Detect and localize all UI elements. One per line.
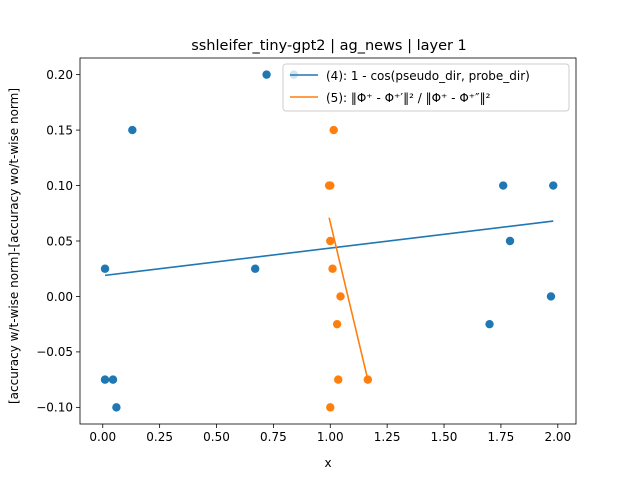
series-4-fit-line [104,220,554,277]
x-axis: 0.00 0.25 0.50 0.75 1.00 1.25 1.50 1.75 2.00 [89,424,571,444]
series-5-point [326,403,335,412]
series-4-point [505,236,515,246]
series-5-point [326,181,335,190]
x-tick-label: 0.50 [203,430,230,444]
series-5-point [328,264,337,273]
x-axis-label: x [324,456,331,470]
y-tick-label: 0.00 [46,290,73,304]
series-4-point [250,264,260,273]
series-4-point [549,181,558,190]
series-4-point [546,292,556,301]
series-5-fit-line [328,217,369,380]
series-4-point [485,319,494,329]
series-4-point [498,181,508,190]
x-tick-label: 1.50 [431,430,458,444]
x-tick-label: 0.00 [89,430,116,444]
y-axis-label: [accuracy w/t-wise norm]-[accuracy wo/t-… [7,88,21,404]
x-tick-label: 1.00 [317,430,344,444]
x-tick-label: 1.75 [488,430,515,444]
y-tick-label: −0.10 [36,401,73,415]
x-tick-label: 1.25 [374,430,401,444]
series-5-point [329,125,338,135]
series-4-point [108,375,118,384]
series-4-point [100,264,110,273]
series-4-point [262,70,271,79]
series-4-point [112,403,121,412]
plot-area [79,57,577,425]
x-tick-label: 0.75 [260,430,287,444]
x-tick-label: 0.25 [146,430,173,444]
series-5-point [334,375,343,384]
legend-label-series-5: (5): ‖Φ⁺ - Φ⁺′‖² / ‖Φ⁺ - Φ⁺″‖² [326,91,491,105]
y-axis: −0.10 −0.05 0.00 0.05 0.10 0.15 0.20 [36,68,80,415]
legend-frame [282,63,570,112]
chart-title: sshleifer_tiny-gpt2 | ag_news | layer 1 [191,38,467,54]
legend: (4): 1 - cos(pseudo_dir, probe_dir) (5):… [282,63,570,112]
series-5-point [332,319,342,329]
series-4-point [100,375,110,384]
y-tick-label: −0.05 [36,345,73,359]
legend-label-series-4: (4): 1 - cos(pseudo_dir, probe_dir) [326,69,530,83]
y-tick-label: 0.15 [46,123,73,137]
series-4-point [128,125,137,135]
y-tick-label: 0.20 [46,68,73,82]
x-tick-label: 2.00 [544,430,571,444]
series-5-point [336,292,345,301]
series-5-point [326,236,335,246]
y-tick-label: 0.10 [46,179,73,193]
y-tick-label: 0.05 [46,234,73,248]
